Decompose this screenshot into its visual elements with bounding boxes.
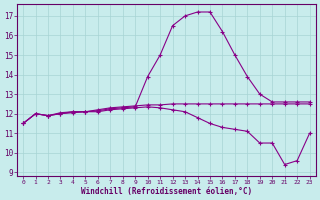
X-axis label: Windchill (Refroidissement éolien,°C): Windchill (Refroidissement éolien,°C) (81, 187, 252, 196)
